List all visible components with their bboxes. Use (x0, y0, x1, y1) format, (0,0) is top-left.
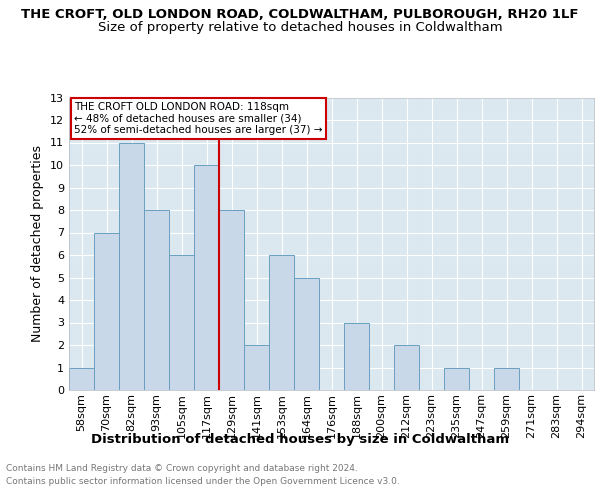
Bar (494, 368, 519, 390)
Text: Distribution of detached houses by size in Coldwaltham: Distribution of detached houses by size … (91, 432, 509, 446)
Bar (269, 255, 294, 390)
Bar (244, 345, 269, 390)
Bar (444, 368, 469, 390)
Bar (344, 322, 369, 390)
Bar (119, 142, 144, 390)
Text: Contains public sector information licensed under the Open Government Licence v3: Contains public sector information licen… (6, 476, 400, 486)
Text: Size of property relative to detached houses in Coldwaltham: Size of property relative to detached ho… (98, 21, 502, 34)
Bar (144, 210, 169, 390)
Y-axis label: Number of detached properties: Number of detached properties (31, 145, 44, 342)
Bar (394, 345, 419, 390)
Bar (294, 278, 319, 390)
Text: THE CROFT OLD LONDON ROAD: 118sqm
← 48% of detached houses are smaller (34)
52% : THE CROFT OLD LONDON ROAD: 118sqm ← 48% … (74, 102, 323, 135)
Text: Contains HM Land Registry data © Crown copyright and database right 2024.: Contains HM Land Registry data © Crown c… (6, 464, 358, 473)
Bar (94, 232, 119, 390)
Bar (169, 255, 194, 390)
Text: THE CROFT, OLD LONDON ROAD, COLDWALTHAM, PULBOROUGH, RH20 1LF: THE CROFT, OLD LONDON ROAD, COLDWALTHAM,… (21, 8, 579, 20)
Bar (219, 210, 244, 390)
Bar (194, 165, 219, 390)
Bar (69, 368, 94, 390)
